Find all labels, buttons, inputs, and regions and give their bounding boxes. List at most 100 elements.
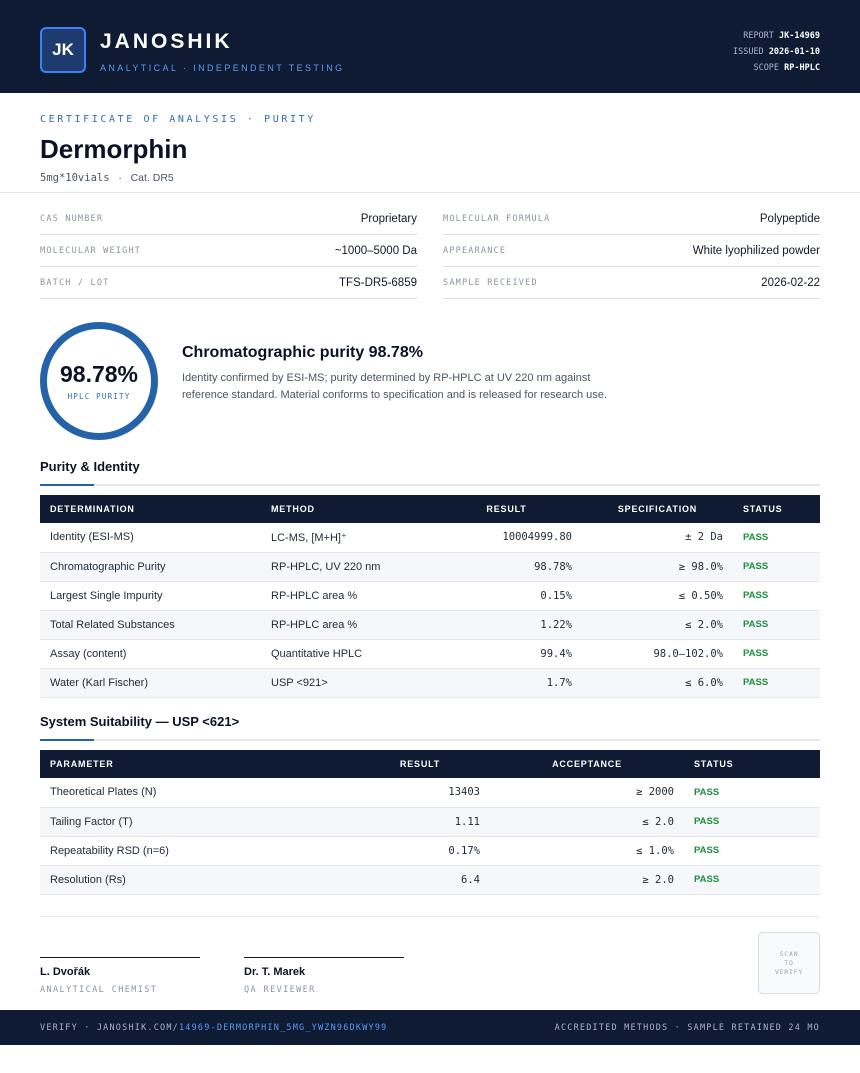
col-header: PARAMETER bbox=[40, 750, 350, 778]
col-header: STATUS bbox=[733, 495, 820, 523]
table-row: Total Related Substances RP-HPLC area % … bbox=[40, 610, 820, 640]
table-cell: ≥ 2.0 bbox=[490, 865, 684, 895]
section-title-purity: Purity & Identity bbox=[40, 459, 140, 474]
col-header: RESULT bbox=[431, 495, 582, 523]
table-cell: LC-MS, [M+H]⁺ bbox=[261, 523, 431, 553]
product-subtitle: 5mg*10vials · Cat. DR5 bbox=[40, 172, 174, 184]
col-header: RESULT bbox=[350, 750, 490, 778]
col-header: ACCEPTANCE bbox=[490, 750, 684, 778]
table-cell: 98.78% bbox=[431, 552, 582, 582]
info-sample-received: SAMPLE RECEIVED 2026-02-22 bbox=[443, 267, 820, 299]
table-cell: Identity (ESI-MS) bbox=[40, 523, 261, 553]
signature-name: L. Dvořák bbox=[40, 966, 91, 978]
status-badge: PASS bbox=[733, 552, 820, 582]
table-cell: RP-HPLC area % bbox=[261, 581, 431, 611]
footer-note: ACCREDITED METHODS · SAMPLE RETAINED 24 … bbox=[554, 1022, 820, 1033]
table-cell: ± 2 Da bbox=[582, 523, 733, 553]
status-badge: PASS bbox=[733, 639, 820, 669]
table-cell: ≤ 6.0% bbox=[582, 668, 733, 698]
purity-description: Identity confirmed by ESI-MS; purity det… bbox=[182, 372, 607, 401]
info-batch: BATCH / LOT TFS-DR5-6859 bbox=[40, 267, 417, 299]
table-header-row: DETERMINATION METHOD RESULT SPECIFICATIO… bbox=[40, 495, 820, 523]
section-rule bbox=[40, 739, 820, 741]
scope: SCOPE RP-HPLC bbox=[753, 63, 820, 73]
status-badge: PASS bbox=[684, 865, 820, 895]
table-cell: ≤ 2.0 bbox=[490, 807, 684, 837]
info-cas: CAS NUMBER Proprietary bbox=[40, 203, 417, 235]
purity-heading: Chromatographic purity 98.78% bbox=[182, 344, 423, 361]
table-cell: 98.0–102.0% bbox=[582, 639, 733, 669]
status-badge: PASS bbox=[733, 610, 820, 640]
brand-name: JANOSHIK bbox=[100, 30, 233, 53]
table-cell: Chromatographic Purity bbox=[40, 552, 261, 582]
table-cell: Tailing Factor (T) bbox=[40, 807, 350, 837]
info-appearance: APPEARANCE White lyophilized powder bbox=[443, 235, 820, 267]
col-header: DETERMINATION bbox=[40, 495, 261, 523]
brand-tagline: ANALYTICAL · INDEPENDENT TESTING bbox=[100, 63, 345, 73]
issued-date: ISSUED 2026-01-10 bbox=[732, 47, 820, 57]
verify-link[interactable]: VERIFY · JANOSHIK.COM/14969-DERMORPHIN_5… bbox=[40, 1022, 388, 1033]
table-cell: 10004999.80 bbox=[431, 523, 582, 553]
status-badge: PASS bbox=[733, 523, 820, 553]
table-cell: 99.4% bbox=[431, 639, 582, 669]
table-cell: USP <921> bbox=[261, 668, 431, 698]
section-title-suitability: System Suitability — USP <621> bbox=[40, 714, 240, 729]
table-row: Largest Single Impurity RP-HPLC area % 0… bbox=[40, 581, 820, 611]
table-cell: 1.22% bbox=[431, 610, 582, 640]
status-badge: PASS bbox=[733, 668, 820, 698]
signature-role: QA REVIEWER bbox=[244, 985, 316, 995]
suitability-table: PARAMETER RESULT ACCEPTANCE STATUS Theor… bbox=[40, 750, 820, 895]
table-cell: 6.4 bbox=[350, 865, 490, 895]
table-cell: 0.17% bbox=[350, 836, 490, 866]
table-cell: 1.11 bbox=[350, 807, 490, 837]
table-cell: ≥ 2000 bbox=[490, 778, 684, 808]
report-footer: VERIFY · JANOSHIK.COM/14969-DERMORPHIN_5… bbox=[0, 1010, 860, 1045]
table-cell: 13403 bbox=[350, 778, 490, 808]
col-header: SPECIFICATION bbox=[582, 495, 733, 523]
info-formula: MOLECULAR FORMULA Polypeptide bbox=[443, 203, 820, 235]
signature-reviewer: Dr. T. Marek QA REVIEWER bbox=[244, 957, 404, 995]
report-id: REPORT JK-14969 bbox=[743, 31, 820, 41]
purity-ring-value: 98.78% bbox=[59, 361, 138, 387]
table-cell: RP-HPLC, UV 220 nm bbox=[261, 552, 431, 582]
divider bbox=[0, 192, 860, 193]
col-header: STATUS bbox=[684, 750, 820, 778]
catalog-number: Cat. DR5 bbox=[130, 172, 174, 184]
divider bbox=[40, 916, 820, 917]
report-meta: REPORT JK-14969 ISSUED 2026-01-10 SCOPE … bbox=[733, 28, 820, 76]
table-cell: Largest Single Impurity bbox=[40, 581, 261, 611]
table-cell: ≤ 1.0% bbox=[490, 836, 684, 866]
table-row: Repeatability RSD (n=6) 0.17% ≤ 1.0% PAS… bbox=[40, 836, 820, 866]
table-header-row: PARAMETER RESULT ACCEPTANCE STATUS bbox=[40, 750, 820, 778]
table-cell: ≤ 0.50% bbox=[582, 581, 733, 611]
certificate-label: CERTIFICATE OF ANALYSIS · PURITY bbox=[40, 114, 316, 125]
logo-badge: JK bbox=[40, 27, 86, 73]
table-cell: Total Related Substances bbox=[40, 610, 261, 640]
section-rule bbox=[40, 484, 820, 486]
table-cell: Quantitative HPLC bbox=[261, 639, 431, 669]
table-row: Tailing Factor (T) 1.11 ≤ 2.0 PASS bbox=[40, 807, 820, 837]
table-row: Identity (ESI-MS) LC-MS, [M+H]⁺ 10004999… bbox=[40, 523, 820, 553]
signature-name: Dr. T. Marek bbox=[244, 966, 306, 978]
table-cell: Water (Karl Fischer) bbox=[40, 668, 261, 698]
status-badge: PASS bbox=[684, 807, 820, 837]
purity-table: DETERMINATION METHOD RESULT SPECIFICATIO… bbox=[40, 495, 820, 698]
table-cell: Theoretical Plates (N) bbox=[40, 778, 350, 808]
table-cell: 0.15% bbox=[431, 581, 582, 611]
purity-ring: 98.78% HPLC PURITY bbox=[40, 322, 158, 440]
table-row: Water (Karl Fischer) USP <921> 1.7% ≤ 6.… bbox=[40, 668, 820, 698]
signature-chemist: L. Dvořák ANALYTICAL CHEMIST bbox=[40, 957, 200, 995]
product-size: 5mg*10vials bbox=[40, 172, 110, 184]
table-row: Assay (content) Quantitative HPLC 99.4% … bbox=[40, 639, 820, 669]
table-cell: 1.7% bbox=[431, 668, 582, 698]
status-badge: PASS bbox=[684, 836, 820, 866]
table-cell: RP-HPLC area % bbox=[261, 610, 431, 640]
page-title: Dermorphin bbox=[40, 134, 188, 164]
subtitle-separator: · bbox=[118, 172, 122, 184]
table-cell: Repeatability RSD (n=6) bbox=[40, 836, 350, 866]
info-molecular-weight: MOLECULAR WEIGHT ~1000–5000 Da bbox=[40, 235, 417, 267]
table-cell: Resolution (Rs) bbox=[40, 865, 350, 895]
qr-verify-code[interactable]: SCAN TO VERIFY bbox=[758, 932, 820, 994]
status-badge: PASS bbox=[733, 581, 820, 611]
purity-ring-label: HPLC PURITY bbox=[67, 392, 131, 401]
